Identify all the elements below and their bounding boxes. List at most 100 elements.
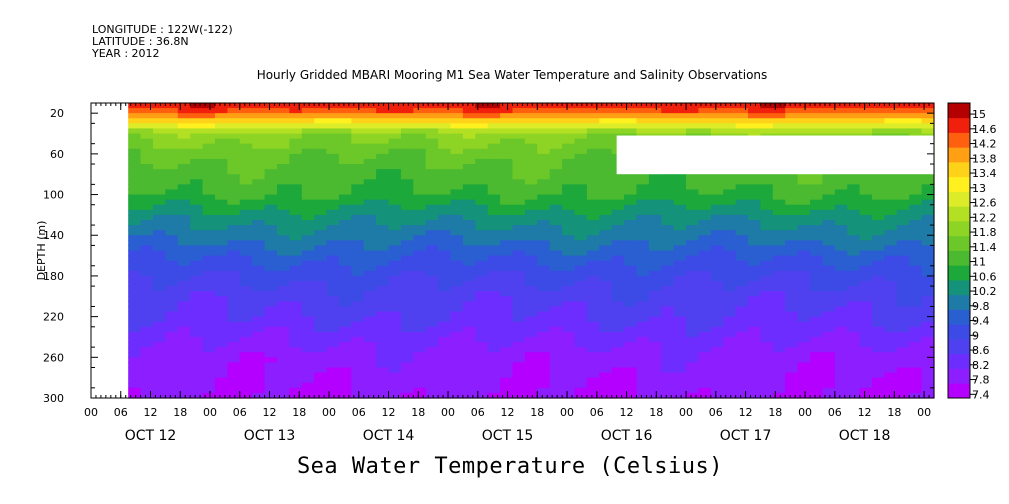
heatmap-cell bbox=[884, 387, 898, 394]
heatmap-cell bbox=[450, 306, 464, 313]
heatmap-cell bbox=[152, 123, 166, 130]
heatmap-cell bbox=[152, 118, 166, 124]
heatmap-cell bbox=[884, 316, 898, 323]
heatmap-cell bbox=[425, 164, 439, 170]
heatmap-cell bbox=[723, 260, 737, 267]
heatmap-cell bbox=[487, 189, 501, 196]
heatmap-cell bbox=[562, 387, 576, 394]
heatmap-cell bbox=[400, 219, 414, 226]
heatmap-cell bbox=[797, 275, 811, 282]
heatmap-cell bbox=[264, 138, 278, 145]
heatmap-cell bbox=[549, 250, 563, 257]
heatmap-cell bbox=[388, 214, 402, 221]
heatmap-cell bbox=[475, 387, 489, 394]
heatmap-cell bbox=[760, 214, 774, 221]
heatmap-cell bbox=[735, 372, 749, 379]
heatmap-cell bbox=[227, 255, 241, 262]
heatmap-cell bbox=[785, 270, 799, 277]
heatmap-cell bbox=[301, 321, 315, 328]
heatmap-cell bbox=[710, 235, 724, 241]
heatmap-cell bbox=[859, 377, 873, 384]
heatmap-cell bbox=[686, 209, 700, 216]
heatmap-cell bbox=[760, 306, 774, 313]
heatmap-cell bbox=[413, 321, 427, 328]
heatmap-cell bbox=[425, 153, 439, 160]
heatmap-cell bbox=[574, 387, 588, 394]
heatmap-cell bbox=[177, 174, 191, 180]
heatmap-cell bbox=[314, 214, 328, 221]
heatmap-cell bbox=[425, 158, 439, 165]
heatmap-cell bbox=[810, 118, 824, 124]
heatmap-cell bbox=[636, 184, 650, 191]
heatmap-cell bbox=[797, 336, 811, 343]
heatmap-cell bbox=[152, 362, 166, 369]
heatmap-cell bbox=[723, 291, 737, 297]
heatmap-cell bbox=[388, 265, 402, 272]
heatmap-cell bbox=[140, 133, 154, 140]
colorbar-label: 13 bbox=[972, 182, 986, 195]
heatmap-cell bbox=[152, 372, 166, 379]
heatmap-cell bbox=[214, 296, 228, 302]
heatmap-cell bbox=[264, 301, 278, 308]
heatmap-cell bbox=[735, 367, 749, 374]
heatmap-cell bbox=[450, 225, 464, 231]
heatmap-cell bbox=[400, 169, 414, 175]
heatmap-cell bbox=[214, 362, 228, 369]
heatmap-cell bbox=[252, 158, 266, 165]
heatmap-cell bbox=[487, 387, 501, 394]
heatmap-cell bbox=[772, 113, 786, 119]
heatmap-cell bbox=[438, 382, 452, 389]
heatmap-cell bbox=[438, 158, 452, 165]
heatmap-cell bbox=[524, 255, 538, 262]
heatmap-cell bbox=[847, 174, 861, 180]
heatmap-cell bbox=[264, 265, 278, 272]
heatmap-cell bbox=[549, 235, 563, 241]
heatmap-cell bbox=[177, 357, 191, 363]
heatmap-cell bbox=[537, 270, 551, 277]
heatmap-cell bbox=[599, 225, 613, 231]
heatmap-cell bbox=[276, 357, 290, 363]
heatmap-cell bbox=[847, 357, 861, 363]
heatmap-cell bbox=[524, 270, 538, 277]
heatmap-cell bbox=[710, 270, 724, 277]
heatmap-cell bbox=[500, 209, 514, 216]
colorbar-label: 12.6 bbox=[972, 197, 997, 210]
heatmap-cell bbox=[351, 230, 365, 236]
x-tick-label: 00 bbox=[917, 406, 931, 419]
heatmap-cell bbox=[338, 362, 352, 369]
heatmap-cell bbox=[214, 214, 228, 221]
heatmap-cell bbox=[363, 265, 377, 272]
heatmap-cell bbox=[859, 382, 873, 389]
heatmap-cell bbox=[214, 331, 228, 338]
heatmap-cell bbox=[351, 301, 365, 308]
heatmap-cell bbox=[537, 387, 551, 394]
heatmap-cell bbox=[884, 240, 898, 247]
heatmap-cell bbox=[351, 281, 365, 287]
heatmap-cell bbox=[748, 326, 762, 333]
heatmap-cell bbox=[314, 158, 328, 165]
heatmap-cell bbox=[648, 184, 662, 191]
heatmap-cell bbox=[524, 133, 538, 140]
heatmap-cell bbox=[785, 255, 799, 262]
heatmap-cell bbox=[859, 174, 873, 180]
heatmap-cell bbox=[140, 367, 154, 374]
heatmap-cell bbox=[239, 352, 253, 358]
heatmap-cell bbox=[500, 250, 514, 257]
heatmap-cell bbox=[326, 286, 340, 292]
heatmap-cell bbox=[921, 230, 935, 236]
heatmap-cell bbox=[859, 219, 873, 226]
heatmap-cell bbox=[338, 336, 352, 343]
heatmap-cell bbox=[834, 255, 848, 262]
heatmap-cell bbox=[425, 281, 439, 287]
heatmap-cell bbox=[376, 184, 390, 191]
heatmap-cell bbox=[214, 306, 228, 313]
heatmap-cell bbox=[785, 275, 799, 282]
heatmap-cell bbox=[438, 342, 452, 348]
heatmap-cell bbox=[500, 352, 514, 358]
heatmap-cell bbox=[338, 275, 352, 282]
heatmap-cell bbox=[636, 128, 650, 135]
heatmap-cell bbox=[487, 382, 501, 389]
y-tick-label: 60 bbox=[50, 148, 64, 161]
heatmap-cell bbox=[289, 281, 303, 287]
heatmap-cell bbox=[549, 225, 563, 231]
